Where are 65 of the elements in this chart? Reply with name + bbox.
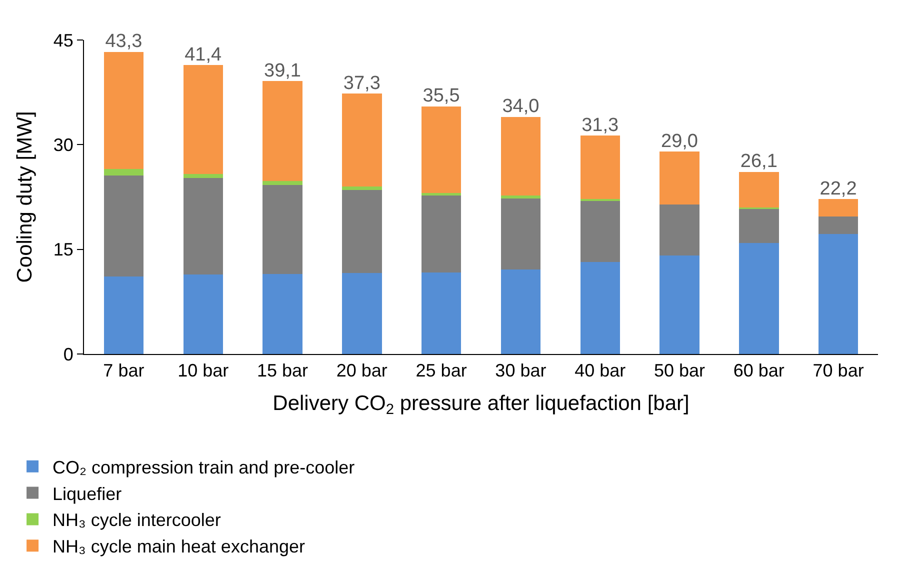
bar (104, 52, 144, 170)
total-label: 43,3 (105, 31, 142, 52)
bar (818, 234, 858, 354)
bar (421, 272, 462, 354)
bar (580, 200, 620, 262)
x-tick-label: 25 bar (416, 360, 467, 381)
bar (500, 198, 541, 270)
total-label: 37,3 (343, 72, 380, 94)
total-label: 41,4 (184, 44, 222, 66)
total-label: 26,1 (740, 151, 778, 172)
bar (342, 94, 382, 187)
bar (580, 136, 620, 200)
bar (104, 276, 144, 354)
bar (580, 262, 620, 354)
bar (739, 172, 779, 208)
bar (183, 274, 223, 354)
bar (262, 274, 302, 354)
x-tick-label: 20 bar (336, 360, 388, 381)
bar (739, 208, 779, 244)
x-tick-label: 10 bar (178, 360, 229, 381)
bar (183, 174, 223, 178)
x-tick-label: 50 bar (654, 360, 706, 381)
bar (660, 256, 700, 354)
y-tick-label: 30 (53, 134, 74, 155)
bar (183, 178, 223, 274)
bar (500, 116, 541, 196)
bar (262, 81, 302, 181)
bar (739, 243, 779, 354)
total-label: 39,1 (264, 60, 301, 82)
bar (104, 175, 144, 277)
total-label: 35,5 (422, 86, 460, 107)
x-axis-title: Delivery CO$_{2}$ pressure after liquefaction [bar] (272, 392, 690, 418)
x-tick-label: 40 bar (574, 360, 626, 381)
bar (421, 196, 462, 272)
bar (183, 65, 223, 174)
bar (421, 106, 462, 193)
bar (262, 185, 302, 274)
x-tick-label: 7 bar (103, 360, 144, 381)
bar (818, 216, 858, 234)
x-tick-label: 70 bar (812, 360, 864, 381)
total-label: 34,0 (502, 96, 540, 118)
legend-label: NH₃ cycle intercooler (52, 510, 221, 530)
x-tick-label: 60 bar (733, 360, 784, 381)
bar (342, 186, 382, 190)
y-tick-label: 45 (53, 30, 74, 50)
y-tick-label: 0 (63, 344, 74, 364)
legend-label: Liquefier (52, 484, 122, 504)
bar (500, 196, 541, 198)
legend-label: NH₃ cycle main heat exchanger (52, 536, 305, 557)
y-tick-label: 15 (53, 240, 74, 260)
bar (104, 169, 144, 176)
total-label: 29,0 (661, 130, 698, 152)
bar (660, 204, 700, 256)
total-label: 31,3 (582, 114, 619, 136)
y-axis-title: Cooling duty [MW] (14, 111, 37, 283)
bar (818, 199, 858, 217)
total-label: 22,2 (820, 178, 857, 200)
x-tick-label: 15 bar (256, 360, 308, 381)
bar (342, 273, 382, 354)
bar (500, 270, 541, 354)
bar (262, 180, 302, 186)
x-tick-label: 30 bar (495, 360, 546, 381)
bar (342, 190, 382, 274)
bar (660, 152, 700, 205)
legend-label: CO₂ compression train and pre-cooler (52, 457, 355, 478)
